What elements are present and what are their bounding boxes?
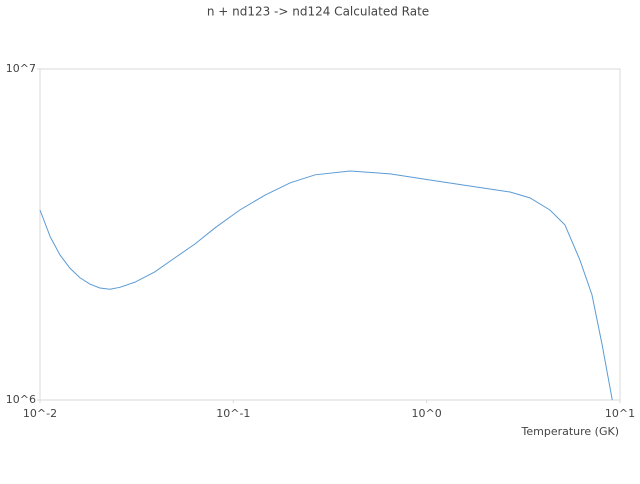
- x-tick-label: 10^-2: [23, 407, 57, 420]
- x-tick-label: 10^0: [412, 407, 442, 420]
- chart-title: n + nd123 -> nd124 Calculated Rate: [207, 5, 429, 19]
- data-line: [39, 170, 613, 401]
- x-tick-label: 10^1: [605, 407, 635, 420]
- y-tick-label: 10^7: [6, 62, 36, 75]
- x-tick-label: 10^-1: [216, 407, 250, 420]
- y-tick-label: 10^6: [6, 393, 36, 406]
- x-axis-label: Temperature (GK): [521, 425, 620, 438]
- plot-area: [39, 68, 621, 401]
